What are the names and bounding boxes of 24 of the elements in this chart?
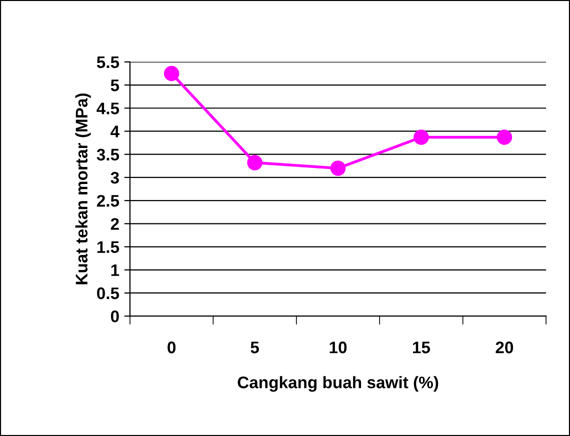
y-tick-label: 4 [110,126,120,138]
y-tick-label: 5.5 [96,56,120,68]
x-tick-label: 20 [496,342,514,354]
y-tick-label: 1.5 [97,241,120,253]
x-axis-title: Cangkang buah sawit (%) [238,376,438,392]
y-tick-label: 1 [111,264,120,276]
x-tick-label: 15 [413,342,430,354]
x-tick-label: 10 [330,342,347,354]
y-axis-title: Kuat tekan mortar (MPa) [75,94,91,284]
y-tick-label: 2 [110,218,119,230]
y-tick-label: 3.5 [96,148,120,161]
point [496,130,512,145]
y-tick-label: 4.5 [96,102,120,114]
point [414,130,429,145]
x-tick-label: 0 [168,342,176,354]
y-tick-label: 2.5 [96,194,120,207]
point [247,155,262,170]
point [330,160,346,176]
point [164,66,180,82]
y-tick-label: 0 [110,310,119,322]
y-tick-label: 5 [110,80,120,92]
x-tick-label: 5 [250,342,259,354]
y-tick-label: 0.5 [97,287,120,300]
y-tick-label: 3 [110,172,119,184]
